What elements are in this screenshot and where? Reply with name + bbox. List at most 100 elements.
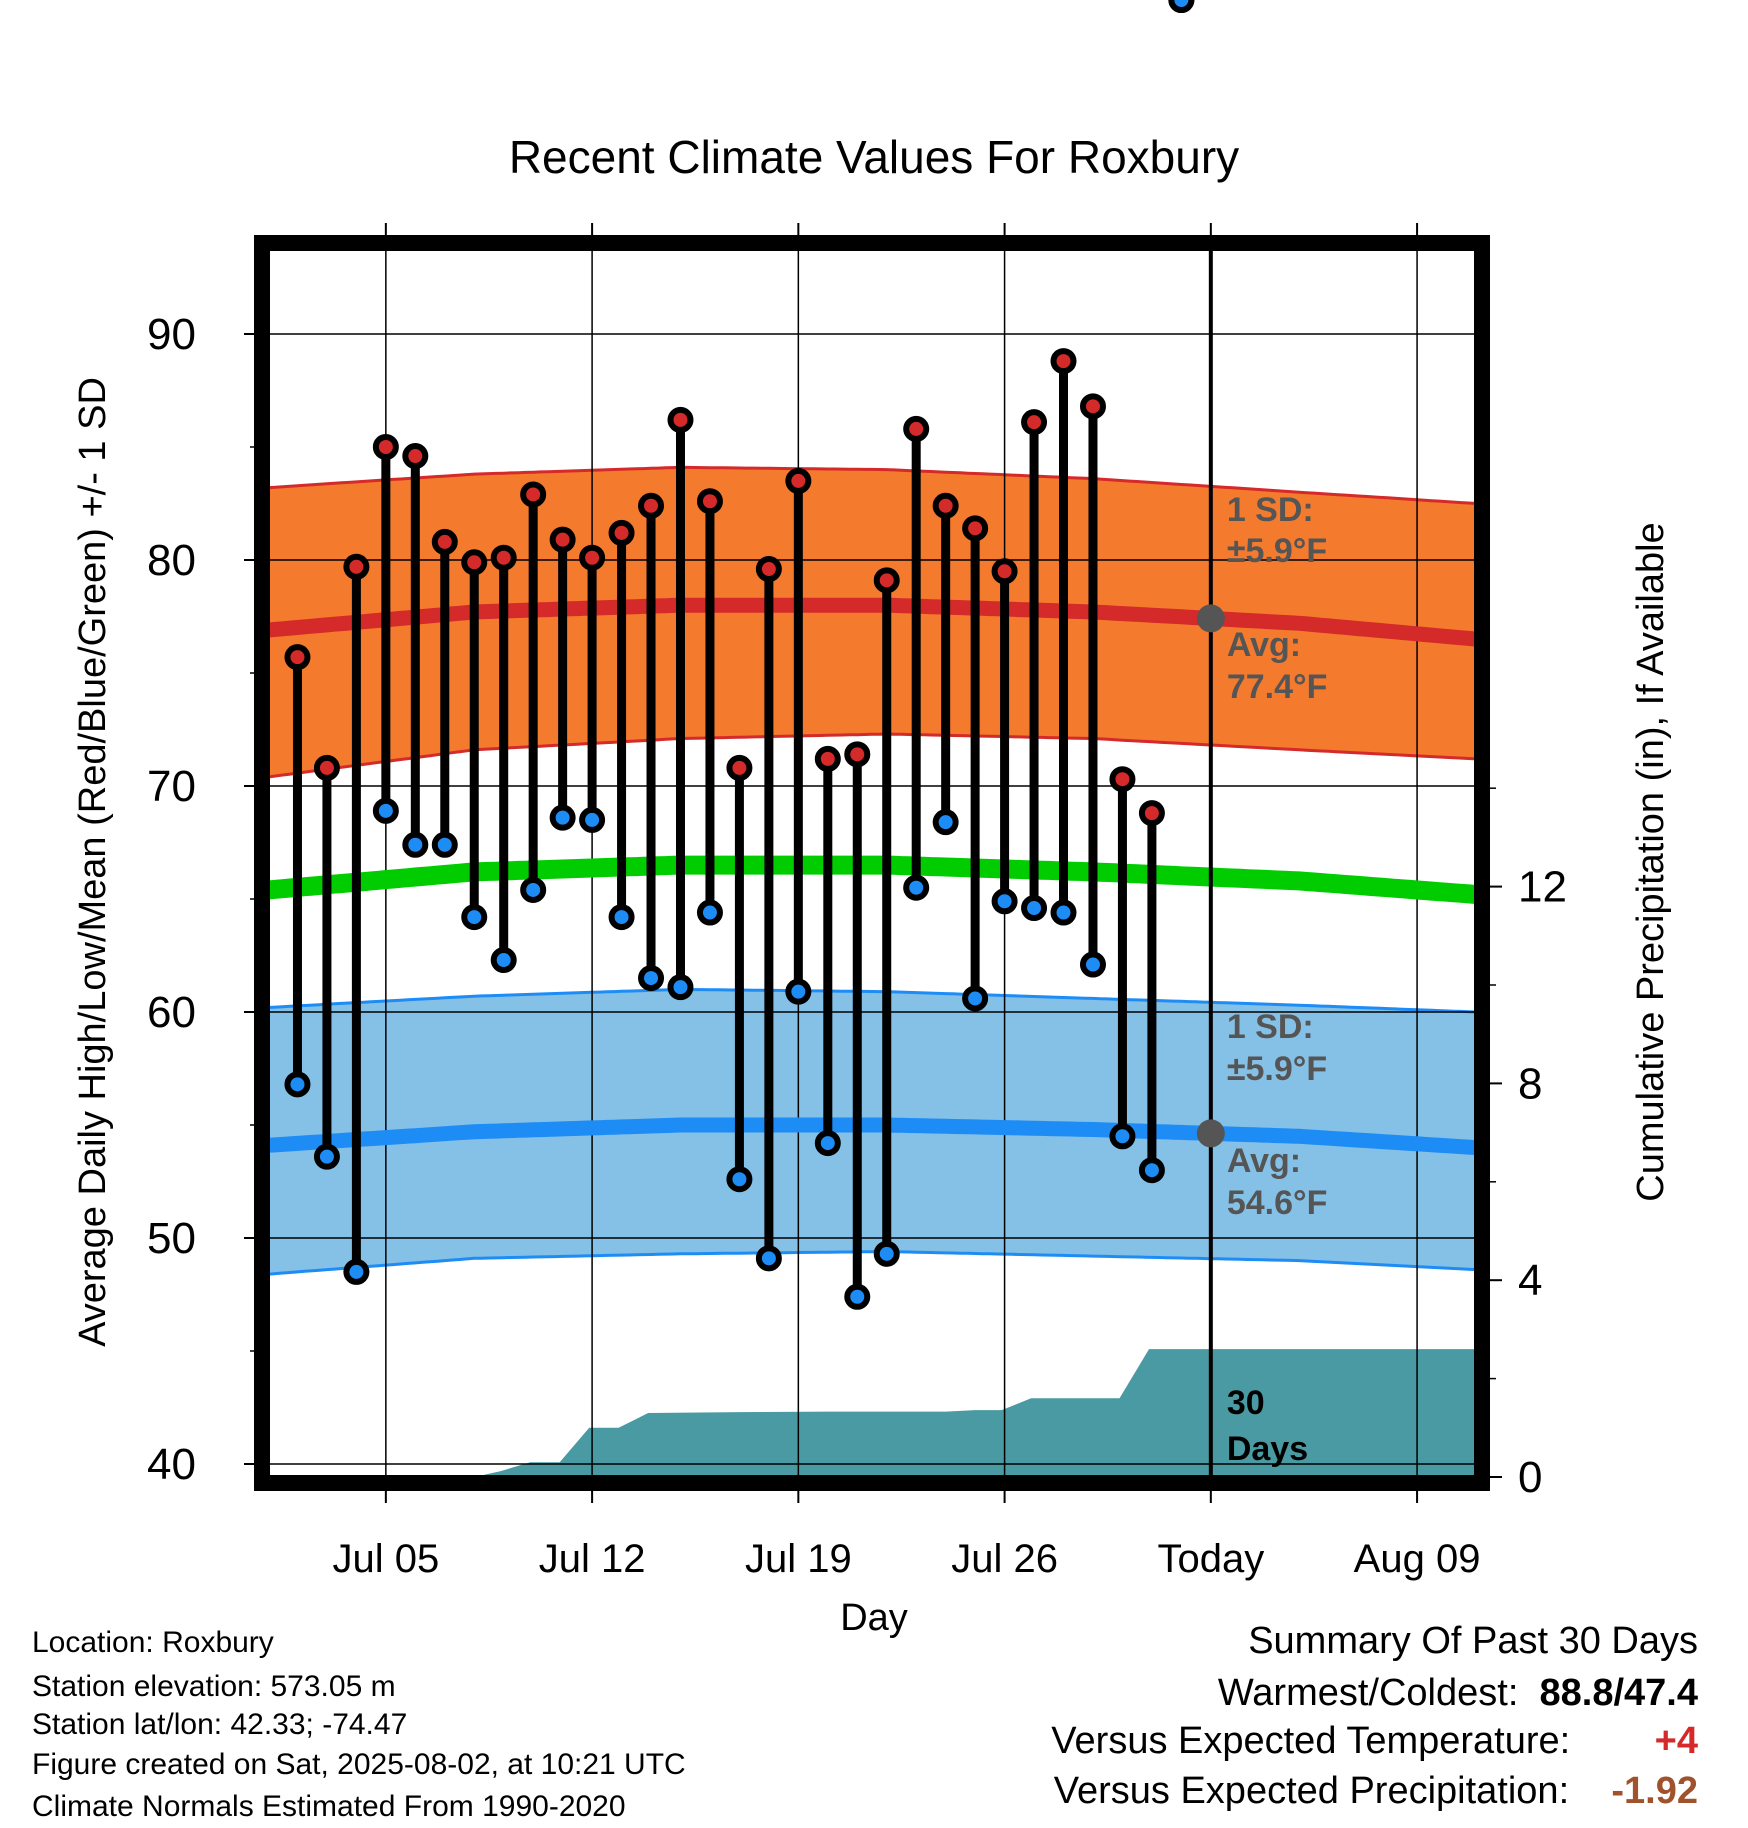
y-tick-label: 50 [147, 1214, 196, 1263]
y-tick-label: 70 [147, 762, 196, 811]
daily-high-point [1021, 409, 1048, 436]
high-band-lower-edge [268, 732, 1476, 779]
today-high-avg-marker [1196, 604, 1225, 633]
daily-low-point [431, 831, 458, 858]
daily-high-point [313, 754, 340, 781]
normal-high-line [268, 597, 1476, 647]
summary-precip-value: -1.92 [1611, 1770, 1698, 1812]
daily-low-point [726, 1166, 753, 1193]
today-low-avg-marker [1196, 1119, 1225, 1148]
summary-title: Summary Of Past 30 Days [1248, 1620, 1698, 1662]
x-tick-label: Jul 19 [745, 1537, 852, 1581]
x-tick-label: Jul 05 [332, 1537, 439, 1581]
y-tick-label: 80 [147, 536, 196, 585]
daily-low-point [284, 1071, 311, 1098]
daily-low-point [844, 1283, 871, 1310]
y-axis-label: Average Daily High/Low/Mean (Red/Blue/Gr… [72, 377, 114, 1347]
x-tick-label: Jul 26 [951, 1537, 1058, 1581]
daily-high-point [608, 519, 635, 546]
precipitation-area [268, 1349, 1476, 1477]
low-avg-annotation-line1: Avg: [1227, 1142, 1301, 1180]
normal-low-line [268, 1117, 1476, 1156]
low-sd-annotation-line2: ±5.9°F [1227, 1050, 1327, 1088]
daily-high-point [549, 526, 576, 553]
daily-high-point [1079, 393, 1106, 420]
daily-high-point [991, 558, 1018, 585]
daily-low-point [696, 899, 723, 926]
daily-low-point [991, 888, 1018, 915]
summary-warm-cold-label: Warmest/Coldest: [1217, 1672, 1519, 1714]
normal-mean-line [268, 855, 1476, 904]
info-latlon: Station lat/lon: 42.33; -74.47 [32, 1708, 408, 1741]
daily-low-point [461, 904, 488, 931]
daily-low-point [313, 1143, 340, 1170]
low-band-upper-edge [268, 987, 1476, 1014]
daily-low-point [343, 1258, 370, 1285]
daily-low-point [1021, 895, 1048, 922]
daily-low-point [549, 804, 576, 831]
info-elevation: Station elevation: 573.05 m [32, 1670, 396, 1703]
daily-high-point [431, 528, 458, 555]
high-sd-annotation-line2: ±5.9°F [1227, 532, 1327, 570]
x-axis-label: Day [840, 1597, 908, 1639]
daily-high-point [579, 544, 606, 571]
y2-axis-label: Cumulative Precipitation (in), If Availa… [1630, 522, 1672, 1201]
daily-high-point [1109, 766, 1136, 793]
daily-high-point [520, 481, 547, 508]
daily-high-point [372, 434, 399, 460]
daily-high-point [402, 443, 429, 470]
chart-title: Recent Climate Values For Roxbury [509, 131, 1239, 183]
daily-high-point [726, 754, 753, 781]
y2-tick-label: 8 [1518, 1059, 1542, 1108]
plot-frame [254, 235, 1490, 1491]
daily-high-point [667, 406, 694, 433]
y-tick-label: 90 [147, 310, 196, 359]
daily-high-point [814, 745, 841, 772]
y2-tick-label: 12 [1518, 863, 1567, 912]
summary-precip: Versus Expected Precipitation: -1.92 [1054, 1770, 1698, 1813]
summary-warm-cold: Warmest/Coldest: 88.8/47.4 [1218, 1672, 1698, 1715]
summary-warm-cold-value: 88.8/47.4 [1539, 1672, 1698, 1714]
daily-high-point [1138, 800, 1165, 827]
daily-high-point [696, 488, 723, 515]
y2-tick-label: 0 [1518, 1453, 1542, 1502]
daily-low-point [520, 876, 547, 903]
info-location: Location: Roxbury [32, 1626, 274, 1659]
daily-high-point [932, 492, 959, 519]
low-sd-annotation-line1: 1 SD: [1227, 1008, 1314, 1046]
daily-high-point [844, 741, 871, 768]
info-normals: Climate Normals Estimated From 1990-2020 [32, 1790, 626, 1823]
x-tick-label: Jul 12 [539, 1537, 646, 1581]
daily-low-point [903, 874, 930, 901]
daily-low-point [873, 1240, 900, 1267]
y-tick-label: 60 [147, 988, 196, 1037]
high-avg-annotation-line1: Avg: [1227, 626, 1301, 664]
info-created: Figure created on Sat, 2025-08-02, at 10… [32, 1748, 686, 1781]
daily-high-point [638, 492, 665, 519]
y2-tick-label: 4 [1518, 1256, 1542, 1305]
daily-low-point [402, 831, 429, 858]
daily-low-point [1050, 899, 1077, 926]
summary-temp: Versus Expected Temperature: +4 [1051, 1720, 1698, 1763]
daily-low-point [608, 904, 635, 931]
daily-low-point [814, 1130, 841, 1157]
x-tick-label: Aug 09 [1354, 1537, 1481, 1581]
daily-low-point [785, 978, 812, 1005]
daily-low-point [1109, 1123, 1136, 1150]
daily-low-point [490, 947, 517, 974]
daily-low-point [579, 806, 606, 833]
daily-low-point [1079, 951, 1106, 978]
daily-low-point [755, 1245, 782, 1272]
daily-high-point [962, 515, 989, 542]
daily-low-point [1138, 1157, 1165, 1184]
high-band-upper-edge [268, 465, 1476, 505]
high-avg-annotation-line2: 77.4°F [1227, 668, 1328, 706]
low-avg-annotation-line2: 54.6°F [1227, 1184, 1328, 1222]
daily-high-point [343, 553, 370, 580]
daily-low-point [1168, 0, 1195, 13]
low-band-lower-edge [268, 1250, 1476, 1276]
summary-temp-label: Versus Expected Temperature: [1051, 1720, 1571, 1762]
daily-low-point [372, 797, 399, 824]
